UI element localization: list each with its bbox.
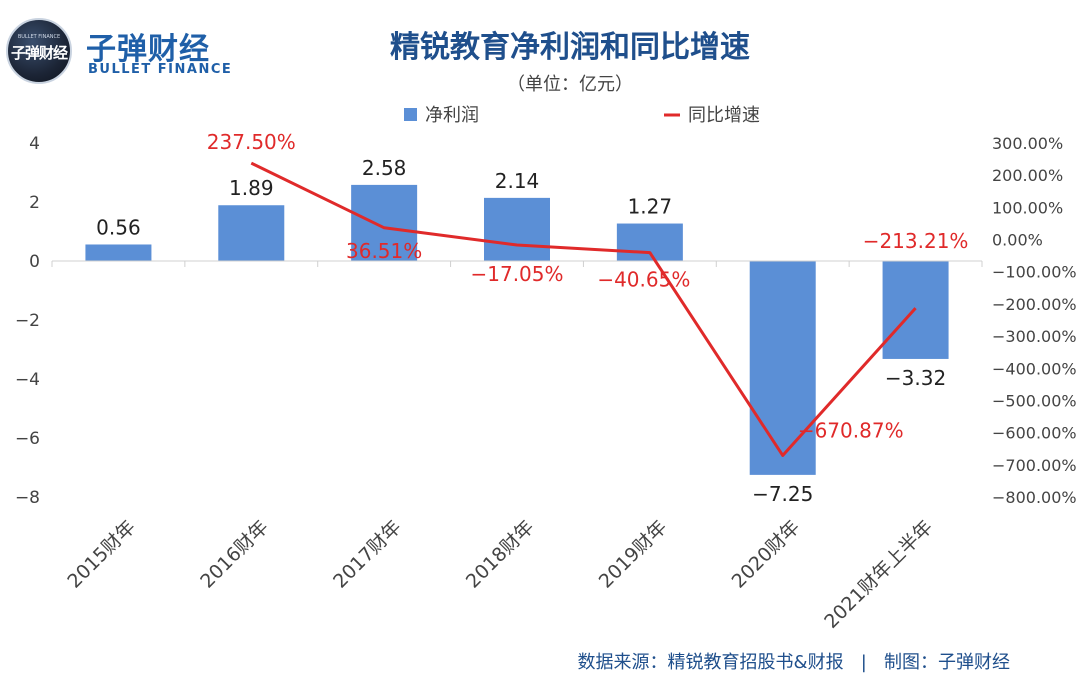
footer-source-text: 数据来源：精锐教育招股书&财报 — [577, 652, 844, 673]
left-tick-label: 2 — [29, 193, 40, 213]
logo-badge-subtext: BULLET FINANCE — [17, 34, 61, 40]
brand-logo: BULLET FINANCE 子弹财经 子弹财经 BULLET FINANCE — [6, 18, 236, 86]
line-data-label: −17.05% — [470, 262, 563, 286]
category-label: 2020财年 — [728, 516, 805, 593]
category-label: 2019财年 — [595, 516, 672, 593]
line-data-label: 237.50% — [207, 130, 296, 154]
right-tick-label: 0.00% — [992, 231, 1043, 250]
left-axis: 4 2 0 −2 −4 −6 −8 — [15, 134, 40, 508]
bar-data-label: 0.56 — [96, 215, 141, 239]
bar-data-label: 2.14 — [495, 169, 540, 193]
bar-data-label: −3.32 — [885, 366, 946, 390]
chart-legend: 净利润 同比增速 — [404, 105, 760, 126]
category-label: 2021财年上半年 — [820, 516, 937, 633]
left-tick-label: −2 — [15, 311, 40, 331]
category-label: 2018财年 — [462, 516, 539, 593]
logo-badge-text: 子弹财经 — [10, 44, 68, 62]
category-axis: 2015财年 2016财年 2017财年 2018财年 2019财年 2020财年 2021… — [63, 516, 937, 633]
right-axis: 300.00% 200.00% 100.00% 0.00% −100.00% −200.0… — [992, 134, 1077, 507]
bar-data-label: 1.27 — [628, 195, 673, 219]
logo-badge-icon: BULLET FINANCE 子弹财经 — [6, 18, 72, 84]
bar-data-label: 1.89 — [229, 176, 274, 200]
right-tick-label: −600.00% — [992, 424, 1077, 443]
bar — [484, 197, 550, 261]
bar — [616, 223, 683, 261]
bar — [351, 184, 418, 261]
right-tick-label: −100.00% — [992, 263, 1077, 282]
right-tick-label: 300.00% — [992, 134, 1063, 153]
chart-subtitle: （单位：亿元） — [507, 74, 633, 95]
left-tick-label: −4 — [15, 370, 40, 390]
bar-data-labels: 0.56 1.89 2.58 2.14 1.27 −7.25 −3.32 — [96, 156, 946, 506]
right-tick-label: −800.00% — [992, 488, 1077, 507]
category-label: 2016财年 — [196, 516, 273, 593]
right-tick-label: −400.00% — [992, 359, 1077, 378]
logo-name-cn: 子弹财经 — [86, 32, 210, 67]
line-data-label: −213.21% — [863, 229, 969, 253]
right-tick-label: −700.00% — [992, 456, 1077, 475]
line-data-labels: 237.50% 36.51% −17.05% −40.65% −670.87% −213.… — [207, 130, 969, 442]
left-tick-label: 0 — [29, 252, 40, 272]
logo-name-en: BULLET FINANCE — [88, 62, 233, 77]
right-tick-label: 100.00% — [992, 198, 1063, 217]
bar-series — [85, 184, 949, 475]
bar — [218, 205, 285, 261]
left-tick-label: 4 — [29, 134, 40, 154]
right-tick-label: −300.00% — [992, 327, 1077, 346]
legend-line-label: 同比增速 — [688, 105, 760, 126]
category-label: 2017财年 — [329, 516, 406, 593]
line-data-label: 36.51% — [346, 239, 422, 263]
right-tick-label: 200.00% — [992, 166, 1063, 185]
right-tick-label: −500.00% — [992, 391, 1077, 410]
bar — [85, 244, 152, 261]
bar-data-label: 2.58 — [362, 156, 407, 180]
category-label: 2015财年 — [63, 516, 140, 593]
right-tick-label: −200.00% — [992, 295, 1077, 314]
left-tick-label: −8 — [15, 488, 40, 508]
series-line — [250, 161, 917, 457]
line-series — [250, 161, 917, 457]
chart-title: 精锐教育净利润和同比增速 — [390, 30, 750, 65]
footer-source: 数据来源：精锐教育招股书&财报 | 制图：子弹财经 — [578, 648, 1010, 674]
legend-bar-swatch — [404, 108, 417, 121]
bar-data-label: −7.25 — [752, 482, 813, 506]
left-tick-label: −6 — [15, 429, 40, 449]
line-data-label: −670.87% — [798, 418, 904, 442]
legend-bar-label: 净利润 — [425, 105, 479, 126]
bar — [749, 261, 816, 475]
footer-separator: | — [860, 652, 867, 673]
footer-credit: 制图：子弹财经 — [884, 652, 1010, 673]
line-data-label: −40.65% — [597, 268, 690, 292]
zero-baseline — [51, 260, 983, 267]
